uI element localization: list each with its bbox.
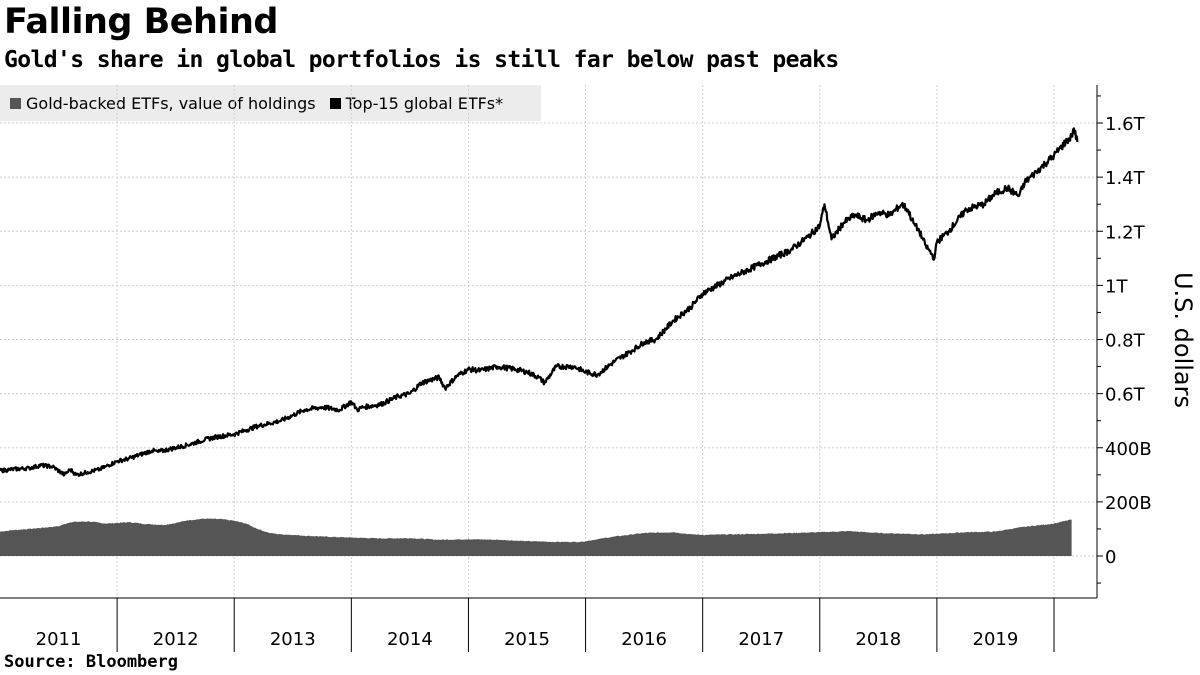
y-tick-label-4: 0.8T [1105, 331, 1146, 352]
y-tick-label-6: 1.2T [1105, 222, 1146, 243]
y-tick-label-1: 200B [1105, 493, 1152, 514]
legend-item-gold: Gold-backed ETFs, value of holdings [10, 94, 316, 113]
y-tick-label-3: 0.6T [1105, 385, 1146, 406]
y-tick-label-5: 1T [1105, 276, 1128, 297]
x-tick-label-2011: 2011 [36, 629, 82, 650]
x-tick-label-2012: 2012 [153, 629, 199, 650]
legend-swatch-gold [10, 97, 21, 109]
x-tick-label-2018: 2018 [855, 629, 901, 650]
x-tick-label-2013: 2013 [270, 629, 316, 650]
legend: Gold-backed ETFs, value of holdings Top-… [0, 85, 541, 121]
x-tick-label-2016: 2016 [621, 629, 667, 650]
y-tick-label-2: 400B [1105, 439, 1152, 460]
legend-item-top15: Top-15 global ETFs* [329, 93, 504, 113]
source-note: Source: Bloomberg [4, 652, 178, 672]
y-tick-label-0: 0 [1105, 547, 1116, 568]
y-tick-label-8: 1.6T [1105, 114, 1146, 135]
x-tick-label-2019: 2019 [973, 629, 1019, 650]
legend-swatch-top15 [329, 97, 341, 109]
chart-title: Falling Behind [4, 2, 278, 42]
top15-etf-line [0, 127, 1079, 477]
gold-etf-area [0, 518, 1072, 556]
x-tick-label-2014: 2014 [387, 629, 433, 650]
y-axis-title: U.S. dollars [1169, 271, 1197, 409]
y-tick-label-7: 1.4T [1105, 168, 1146, 189]
x-tick-label-2015: 2015 [504, 629, 550, 650]
legend-label-top15: Top-15 global ETFs* [345, 93, 504, 113]
chart-subtitle: Gold's share in global portfolios is sti… [4, 47, 839, 73]
legend-label-gold: Gold-backed ETFs, value of holdings [26, 93, 316, 113]
x-tick-label-2017: 2017 [738, 629, 784, 650]
